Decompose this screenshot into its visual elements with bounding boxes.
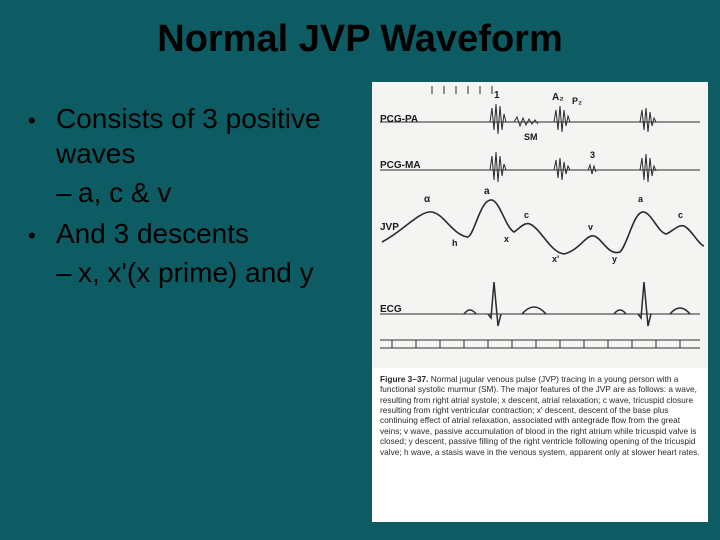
label-x: x xyxy=(504,234,509,244)
label-c: c xyxy=(524,210,529,220)
sub-bullet-item: x, x'(x prime) and y xyxy=(28,255,373,290)
figure-caption: Figure 3–37. Normal jugular venous pulse… xyxy=(372,368,708,465)
label-ecg: ECG xyxy=(380,304,402,315)
label-one: 1 xyxy=(494,90,500,101)
label-v: v xyxy=(588,222,593,232)
label-a2: A₂ xyxy=(552,92,564,103)
sub-bullet-text: a, c & v xyxy=(78,175,171,210)
label-pcg-pa: PCG-PA xyxy=(380,114,418,125)
bullet-text: And 3 descents xyxy=(56,216,249,251)
caption-text: Normal jugular venous pulse (JVP) tracin… xyxy=(380,374,700,457)
bullet-dot-icon xyxy=(28,216,56,251)
label-sm: SM xyxy=(524,132,538,142)
label-a-2: a xyxy=(638,194,643,204)
dash-icon xyxy=(56,175,78,210)
label-h: h xyxy=(452,238,458,248)
label-y: y xyxy=(612,254,617,264)
label-pcg-ma: PCG-MA xyxy=(380,160,421,171)
bullet-item: And 3 descents xyxy=(28,216,373,251)
caption-label: Figure 3–37. xyxy=(380,374,428,384)
figure-panel: PCG-PA 1 A₂ P₂ SM PCG-MA 3 JVP α h a x c… xyxy=(372,82,708,522)
bullet-item: Consists of 3 positive waves xyxy=(28,101,373,171)
waveform-traces: PCG-PA 1 A₂ P₂ SM PCG-MA 3 JVP α h a x c… xyxy=(372,82,708,368)
label-c-2: c xyxy=(678,210,683,220)
label-p2: P₂ xyxy=(572,96,582,106)
sub-bullet-text: x, x'(x prime) and y xyxy=(78,255,314,290)
dash-icon xyxy=(56,255,78,290)
bullet-dot-icon xyxy=(28,101,56,171)
label-three: 3 xyxy=(590,150,595,160)
label-alpha: α xyxy=(424,194,430,205)
waveform-svg xyxy=(372,82,708,368)
slide-title: Normal JVP Waveform xyxy=(0,0,720,71)
label-xp: x' xyxy=(552,254,559,264)
label-a: a xyxy=(484,186,490,197)
sub-bullet-item: a, c & v xyxy=(28,175,373,210)
text-column: Consists of 3 positive waves a, c & v An… xyxy=(28,101,373,296)
label-jvp: JVP xyxy=(380,222,399,233)
bullet-text: Consists of 3 positive waves xyxy=(56,101,373,171)
